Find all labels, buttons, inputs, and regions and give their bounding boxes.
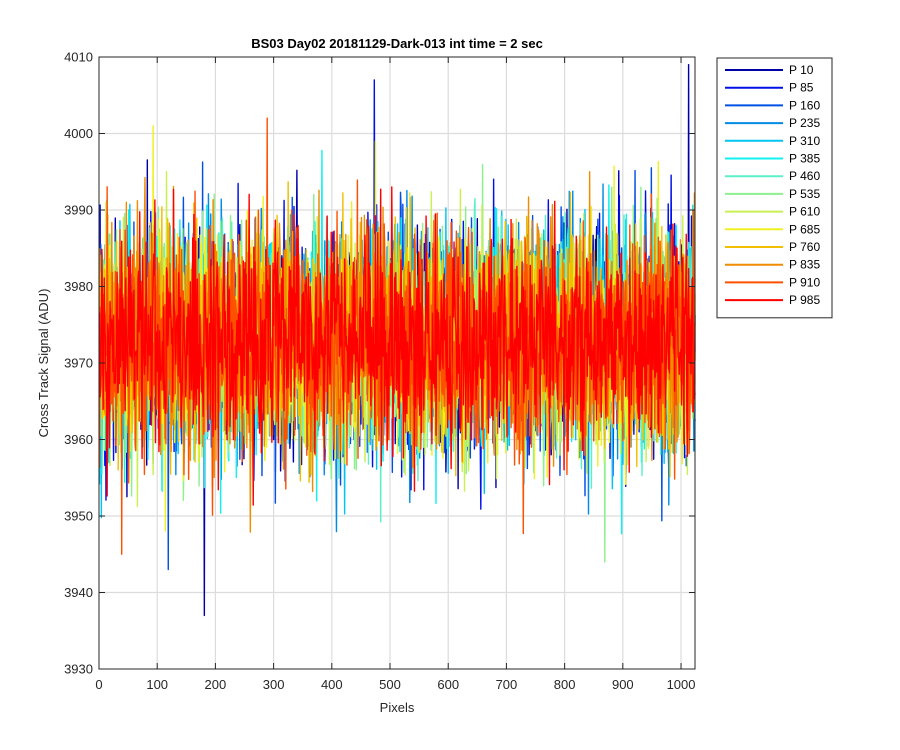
- series-line-p985: [98, 186, 696, 506]
- x-tick-label: 100: [146, 677, 168, 692]
- y-tick-label: 3990: [64, 203, 93, 218]
- legend-label: P 235: [789, 116, 820, 130]
- y-axis-label: Cross Track Signal (ADU): [36, 289, 51, 438]
- x-tick-label: 800: [554, 677, 576, 692]
- x-tick-label: 200: [205, 677, 227, 692]
- x-tick-label: 900: [612, 677, 634, 692]
- x-tick-label: 500: [379, 677, 401, 692]
- axis-ticks: 0 100 200 300 400 500 600 700 800 900 1000 3930 3940…: [64, 50, 695, 693]
- x-tick-label: 1000: [667, 677, 696, 692]
- legend-label: P 160: [789, 98, 820, 112]
- legend-label: P 910: [789, 275, 820, 289]
- y-tick-label: 4010: [64, 50, 93, 65]
- legend-label: P 460: [789, 169, 820, 183]
- y-tick-label: 3970: [64, 356, 93, 371]
- x-tick-label: 700: [496, 677, 518, 692]
- x-tick-label: 400: [321, 677, 343, 692]
- chart-title: BS03 Day02 20181129-Dark-013 int time = …: [251, 36, 543, 51]
- legend-label: P 610: [789, 205, 820, 219]
- y-tick-label: 3960: [64, 432, 93, 447]
- y-tick-label: 3950: [64, 509, 93, 524]
- legend-label: P 85: [789, 81, 814, 95]
- x-axis-label: Pixels: [380, 700, 415, 715]
- legend-label: P 985: [789, 293, 820, 307]
- legend-label: P 535: [789, 187, 820, 201]
- legend-box: [716, 57, 833, 319]
- legend-label: P 835: [789, 258, 820, 272]
- legend-label: P 385: [789, 152, 820, 166]
- x-tick-label: 600: [437, 677, 459, 692]
- legend-label: P 685: [789, 222, 820, 236]
- y-tick-label: 4000: [64, 126, 93, 141]
- series-group: [98, 63, 696, 617]
- x-tick-label: 0: [95, 677, 102, 692]
- y-tick-label: 3930: [64, 662, 93, 677]
- legend: P 10 P 85 P 160 P 235 P 310 P 385 P 460 P 535 P …: [716, 57, 833, 319]
- y-tick-label: 3980: [64, 279, 93, 294]
- legend-label: P 760: [789, 240, 820, 254]
- y-tick-label: 3940: [64, 585, 93, 600]
- legend-label: P 10: [789, 63, 814, 77]
- x-tick-label: 300: [263, 677, 285, 692]
- legend-label: P 310: [789, 134, 820, 148]
